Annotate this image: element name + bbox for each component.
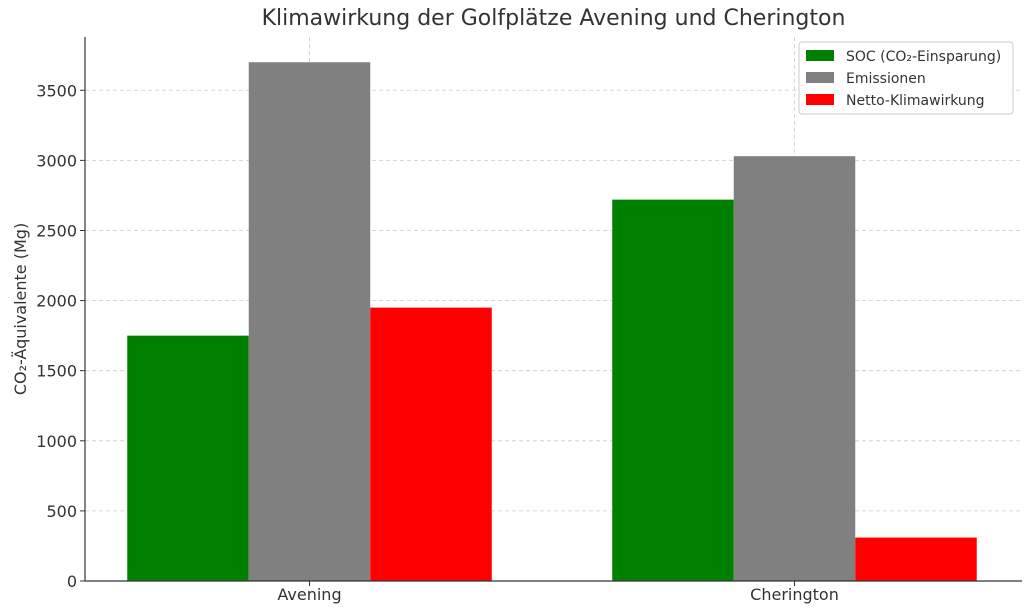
- legend: SOC (CO₂-Einsparung) Emissionen Netto-Klim…: [798, 41, 1014, 115]
- bar-cherington-series-3: [855, 537, 977, 581]
- y-tick-label: 2500: [36, 221, 77, 240]
- legend-label: Emissionen: [846, 71, 926, 87]
- y-tick-label: 2000: [36, 292, 77, 311]
- bar-layer: [127, 62, 977, 582]
- legend-frame: [798, 41, 1014, 115]
- bar-avening-series-1: [127, 335, 249, 581]
- legend-swatch: [806, 94, 834, 105]
- legend-label: SOC (CO₂-Einsparung): [846, 49, 1001, 65]
- bar-cherington-series-1: [612, 199, 734, 582]
- x-tick-label: Cherington: [750, 585, 839, 604]
- y-tick-label: 0: [67, 572, 77, 591]
- bar-avening-series-3: [370, 307, 492, 581]
- y-axis-label: CO₂-Äquivalente (Mg): [11, 223, 30, 395]
- y-tick-layer: 0 500 1000 1500 2000 2500 3000 3500: [36, 81, 85, 591]
- y-tick-label: 1000: [36, 432, 77, 451]
- legend-label: Netto-Klimawirkung: [846, 93, 985, 109]
- axis-layer: [84, 37, 1022, 582]
- x-tick-label: Avening: [277, 585, 341, 604]
- legend-swatch: [806, 50, 834, 61]
- bar-avening-series-2: [248, 62, 371, 581]
- y-tick-label: 1500: [36, 362, 77, 381]
- y-tick-label: 500: [46, 502, 77, 521]
- x-tick-layer: Avening Cherington: [277, 581, 839, 604]
- bar-cherington-series-2: [733, 156, 856, 581]
- chart-title: Klimawirkung der Golfplätze Avening und …: [261, 6, 846, 31]
- y-tick-label: 3500: [36, 81, 77, 100]
- legend-swatch: [806, 72, 834, 83]
- y-tick-label: 3000: [36, 151, 77, 170]
